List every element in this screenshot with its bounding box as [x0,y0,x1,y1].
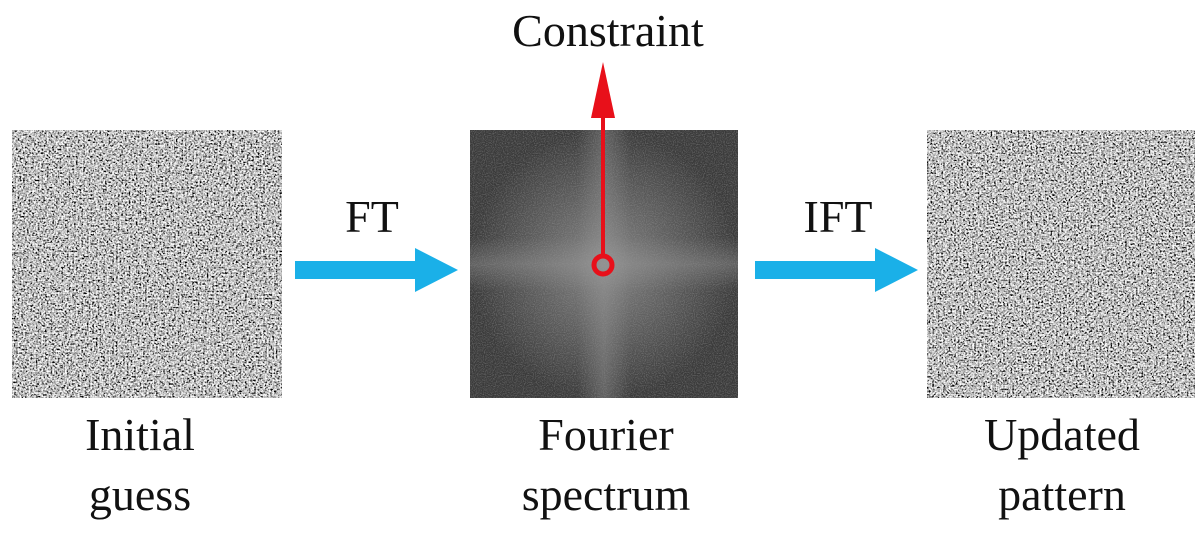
ift-arrow [755,248,918,292]
node-label: pattern [998,469,1126,520]
ft-label: FT [345,191,399,242]
node-label: spectrum [522,469,691,520]
node-label: guess [89,469,191,520]
ft-arrow [295,248,458,292]
initial-image [12,130,282,398]
node-label: Updated [984,409,1140,460]
diagram: Constraint FT IFT Initial guess Fourier … [0,0,1201,543]
node-label: Initial [85,409,195,460]
constraint-label: Constraint [512,5,704,56]
updated-image [927,130,1195,398]
node-label: Fourier [538,409,673,460]
ift-label: IFT [804,191,873,242]
